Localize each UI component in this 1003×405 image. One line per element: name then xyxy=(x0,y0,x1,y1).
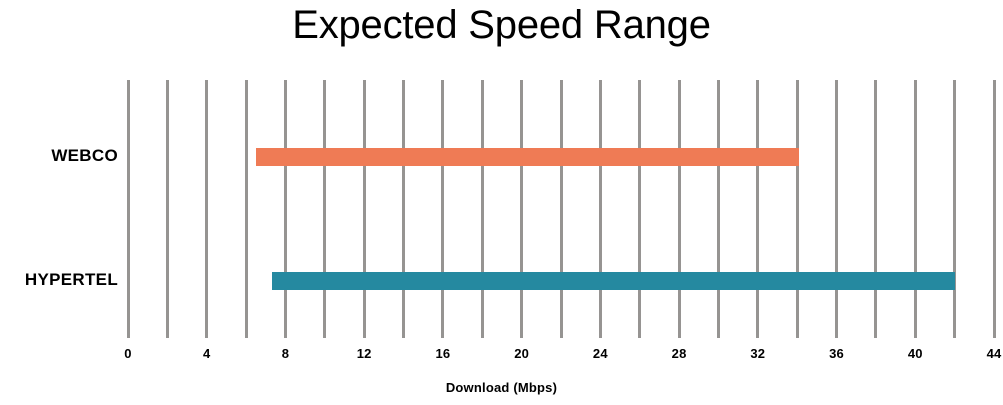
y-axis-labels: WEBCO HYPERTEL xyxy=(0,0,118,405)
x-axis-tick-label: 16 xyxy=(435,346,451,361)
x-axis-tick-label: 0 xyxy=(124,346,132,361)
x-axis-tick-label: 36 xyxy=(829,346,844,361)
gridline xyxy=(874,80,878,338)
gridline xyxy=(283,80,287,338)
gridline xyxy=(126,80,130,338)
plot-area xyxy=(126,80,996,338)
x-axis-tick-label: 24 xyxy=(592,346,608,361)
gridline xyxy=(205,80,209,338)
gridline xyxy=(559,80,563,338)
gridline xyxy=(244,80,248,338)
gridline xyxy=(362,80,366,338)
gridline xyxy=(638,80,642,338)
x-axis-tick-label: 28 xyxy=(671,346,687,361)
gridline xyxy=(598,80,602,338)
x-axis-tick-label: 40 xyxy=(907,346,923,361)
gridline xyxy=(677,80,681,338)
gridline xyxy=(480,80,484,338)
y-axis-label-webco: WEBCO xyxy=(51,146,118,165)
gridline xyxy=(795,80,799,338)
gridline xyxy=(992,80,996,338)
gridline xyxy=(520,80,524,338)
x-axis-tick-labels: 0 4 8 12 16 20 24 28 32 36 40 44 xyxy=(0,346,1003,368)
x-axis-tick-label: 44 xyxy=(986,346,1002,361)
gridline xyxy=(323,80,327,338)
gridline xyxy=(402,80,406,338)
x-axis-title: Download (Mbps) xyxy=(445,380,558,395)
y-axis-label-hypertel: HYPERTEL xyxy=(24,270,118,289)
gridline xyxy=(441,80,445,338)
x-axis-tick-label: 32 xyxy=(750,346,766,361)
x-axis-tick-label: 4 xyxy=(203,346,211,361)
gridline xyxy=(953,80,957,338)
x-axis-tick-label: 8 xyxy=(281,346,290,361)
gridline xyxy=(835,80,839,338)
chart-title: Expected Speed Range xyxy=(292,3,711,47)
range-bar-webco[interactable] xyxy=(255,148,800,166)
x-axis-tick-label: 20 xyxy=(514,346,530,361)
gridline xyxy=(913,80,917,338)
x-axis-tick-label: 12 xyxy=(356,346,372,361)
gridline xyxy=(716,80,720,338)
gridline xyxy=(756,80,760,338)
range-bar-hypertel[interactable] xyxy=(271,272,955,290)
gridline xyxy=(165,80,169,338)
